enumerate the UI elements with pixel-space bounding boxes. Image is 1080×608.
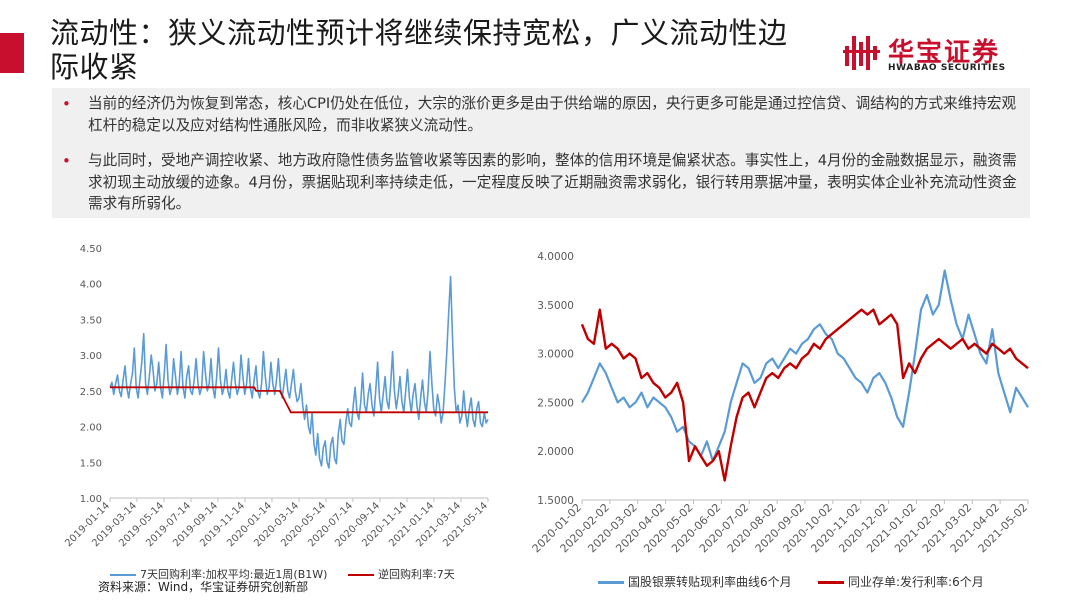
legend-left-1: 7天回购利率:加权平均:最近1周(B1W) [110,566,327,582]
y-tick-label: 1.00 [80,494,102,505]
company-logo: 华宝证券 HWABAO SECURITIES [842,30,1042,80]
legend-left-2: 逆回购利率:7天 [348,566,455,582]
bullet-marker: • [62,152,71,170]
series-line-2 [580,308,1029,482]
legend-label: 同业存单:发行利率:6个月 [848,575,984,589]
y-tick-label: 3.00 [80,351,102,362]
legend-right-2: 同业存单:发行利率:6个月 [818,573,984,590]
series-line-1 [109,275,489,469]
legend-swatch [598,581,624,584]
legend-right-1: 国股银票转贴现利率曲线6个月 [598,573,792,590]
legend-label: 逆回购利率:7天 [378,568,455,581]
legend-swatch [348,574,374,576]
repo-rate-chart: 1.001.502.002.503.003.504.004.502019-01-… [63,244,490,549]
bullet-text-1: 当前的经济仍为恢复到常态，核心CPI仍处在低位，大宗的涨价更多是由于供给端的原因… [88,95,1017,134]
legend-swatch [110,574,136,576]
y-tick-label: 4.0000 [537,251,574,263]
y-tick-label: 2.50 [80,387,102,398]
y-tick-label: 3.5000 [537,300,574,312]
y-tick-label: 2.0000 [537,446,574,458]
accent-bar [0,33,24,73]
logo-name-cn: 华宝证券 [888,38,1001,68]
y-tick-label: 2.00 [80,423,102,434]
y-tick-label: 2.5000 [537,397,574,409]
bullet-marker: • [62,95,71,113]
legend-label: 国股银票转贴现利率曲线6个月 [628,575,792,589]
series-line-1 [581,269,1029,463]
y-tick-label: 4.50 [80,244,102,255]
y-tick-label: 4.00 [80,280,102,291]
summary-box: • 当前的经济仍为恢复到常态，核心CPI仍处在低位，大宗的涨价更多是由于供给端的… [52,88,1030,218]
page-title: 流动性：狭义流动性预计将继续保持宽松，广义流动性边际收紧 [50,16,788,84]
logo-name-en: HWABAO SECURITIES [888,63,1006,73]
y-tick-label: 3.0000 [537,349,574,361]
legend-swatch [818,581,844,584]
y-tick-label: 1.5000 [537,495,574,507]
series-line-2 [110,386,488,414]
discount-rate-chart: 1.50002.00002.50003.00003.50004.00002020… [530,251,1030,555]
legend-label: 7天回购利率:加权平均:最近1周(B1W) [140,568,328,581]
bullet-text-2: 与此同时，受地产调控收紧、地方政府隐性债务监管收紧等因素的影响，整体的信用环境是… [88,152,1017,212]
hwabao-logo-icon [843,36,880,70]
y-tick-label: 1.50 [80,458,102,469]
y-tick-label: 3.50 [80,315,102,326]
source-note: 资料来源：Wind，华宝证券研究创新部 [98,580,309,594]
